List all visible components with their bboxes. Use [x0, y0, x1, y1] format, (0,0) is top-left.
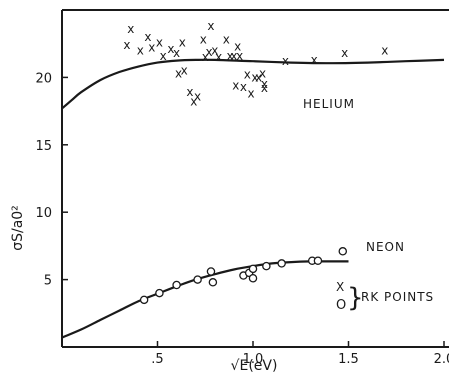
helium-point: x: [190, 95, 197, 109]
neon-points: [139, 247, 348, 305]
helium-point: x: [311, 53, 318, 67]
helium-point: x: [251, 70, 258, 84]
helium-point: x: [167, 42, 174, 56]
x-ticks: .5 1.0 1.5 2.0: [151, 341, 449, 367]
neon-label: NEON: [366, 240, 405, 254]
helium-point: x: [200, 33, 207, 47]
helium-point: x: [223, 33, 230, 47]
helium-fit-curve: [61, 58, 445, 110]
helium-point: x: [175, 66, 182, 80]
helium-point: x: [227, 49, 234, 63]
helium-point: x: [232, 78, 239, 92]
neon-point: [208, 278, 218, 287]
neon-point: [277, 259, 286, 268]
neon-point: [193, 275, 202, 284]
helium-point: x: [240, 80, 247, 94]
neon-point: [262, 261, 271, 271]
legend-bracket: }: [347, 283, 364, 313]
neon-point: [139, 295, 149, 305]
x-tick-label: 1.0: [243, 352, 264, 367]
helium-point: x: [215, 50, 222, 64]
helium-point: x: [248, 87, 255, 101]
helium-point: x: [173, 46, 180, 60]
legend-caption: RK POINTS: [361, 290, 434, 304]
helium-point: x: [261, 81, 268, 95]
helium-point: x: [236, 49, 243, 63]
legend-o-symbol: O: [336, 298, 346, 313]
helium-point: x: [261, 77, 268, 91]
helium-point: x: [206, 45, 213, 59]
helium-point: x: [207, 19, 214, 33]
y-tick-label: 10: [35, 206, 52, 221]
helium-point: x: [259, 66, 266, 80]
helium-curve-line: [61, 58, 445, 110]
helium-point: x: [341, 46, 348, 60]
helium-point: x: [194, 89, 201, 103]
y-tick-label: 5: [44, 274, 52, 289]
neon-point: [155, 288, 164, 298]
helium-point: x: [282, 54, 289, 68]
y-ticks: 5 10 15 20: [35, 71, 68, 289]
helium-point: x: [234, 39, 241, 53]
helium-point: x: [148, 41, 155, 55]
helium-point: x: [202, 50, 209, 64]
y-tick-label: 15: [35, 139, 52, 154]
neon-point: [248, 264, 258, 274]
helium-point: x: [381, 43, 388, 57]
neon-point: [338, 247, 348, 256]
neon-point: [206, 267, 216, 276]
helium-point: x: [179, 35, 186, 49]
helium-point: x: [255, 70, 262, 84]
helium-point: x: [230, 49, 237, 63]
neon-point: [248, 274, 258, 283]
helium-point: x: [156, 35, 163, 49]
neon-curve-line: [61, 260, 349, 339]
helium-point: x: [186, 85, 193, 99]
legend-x-symbol: X: [336, 280, 344, 294]
helium-point: x: [123, 38, 130, 52]
x-tick-label: 2.0: [434, 352, 449, 367]
x-tick-label: 1.5: [338, 352, 359, 367]
helium-point: x: [137, 43, 144, 57]
y-tick-label: 20: [35, 71, 52, 86]
helium-point: x: [181, 64, 188, 78]
helium-point: x: [211, 43, 218, 57]
helium-point: x: [244, 68, 251, 82]
helium-label: HELIUM: [303, 97, 355, 111]
x-axis-label: √E(eV): [231, 358, 278, 374]
x-tick-label: .5: [151, 352, 163, 367]
legend: X O } RK POINTS: [336, 280, 434, 313]
y-axis-label: σS/a0²: [10, 205, 26, 251]
neon-fit-curve: [61, 260, 349, 339]
neon-point: [172, 280, 181, 290]
helium-point: x: [160, 49, 167, 63]
neon-point: [313, 256, 323, 265]
helium-point: x: [127, 22, 134, 36]
helium-point: x: [144, 30, 151, 44]
